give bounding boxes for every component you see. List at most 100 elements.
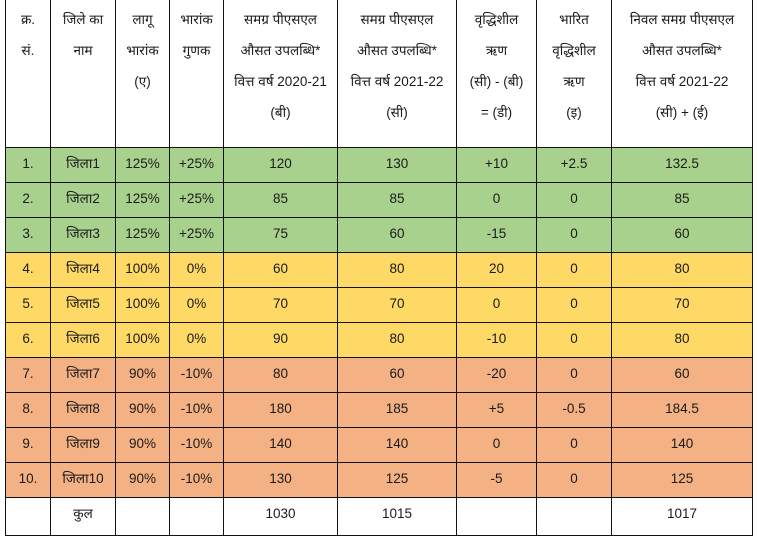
cell-e: +2.5 xyxy=(536,147,612,183)
cell-weight: 125% xyxy=(115,217,170,253)
cell-b: 90 xyxy=(223,322,338,358)
cell-serial: 2. xyxy=(5,182,51,218)
cell-serial: 5. xyxy=(5,287,51,323)
header-district-name: जिले का नाम xyxy=(50,0,116,148)
cell-district: जिला6 xyxy=(50,322,116,358)
table-row: 10. जिला10 90% -10% 130 125 -5 0 125 xyxy=(5,462,753,498)
cell-weight: 90% xyxy=(115,392,170,428)
table-row: 1. जिला1 125% +25% 120 130 +10 +2.5 132.… xyxy=(5,147,753,183)
cell-d: 0 xyxy=(456,427,537,463)
cell-d: -20 xyxy=(456,357,537,393)
cell-multiplier: -10% xyxy=(169,357,224,393)
cell-serial: 3. xyxy=(5,217,51,253)
table-row: 2. जिला2 125% +25% 85 85 0 0 85 xyxy=(5,182,753,218)
cell-district: जिला3 xyxy=(50,217,116,253)
header-net-psl-2021-22: निवल समग्र पीएसएल औसत उपलब्धि* वित्त वर्… xyxy=(611,0,753,148)
cell-c: 185 xyxy=(337,392,457,428)
table-row: 8. जिला8 90% -10% 180 185 +5 -0.5 184.5 xyxy=(5,392,753,428)
cell-net: 85 xyxy=(611,182,753,218)
total-serial xyxy=(5,497,51,536)
cell-serial: 4. xyxy=(5,252,51,288)
cell-d: -10 xyxy=(456,322,537,358)
cell-c: 60 xyxy=(337,357,457,393)
cell-multiplier: 0% xyxy=(169,252,224,288)
table-row: 5. जिला5 100% 0% 70 70 0 0 70 xyxy=(5,287,753,323)
cell-weight: 90% xyxy=(115,357,170,393)
cell-district: जिला7 xyxy=(50,357,116,393)
cell-district: जिला1 xyxy=(50,147,116,183)
cell-b: 120 xyxy=(223,147,338,183)
cell-net: 184.5 xyxy=(611,392,753,428)
total-net: 1017 xyxy=(611,497,753,536)
cell-multiplier: -10% xyxy=(169,462,224,498)
cell-serial: 6. xyxy=(5,322,51,358)
cell-e: 0 xyxy=(536,357,612,393)
cell-multiplier: 0% xyxy=(169,322,224,358)
cell-serial: 7. xyxy=(5,357,51,393)
cell-district: जिला9 xyxy=(50,427,116,463)
cell-c: 130 xyxy=(337,147,457,183)
cell-net: 125 xyxy=(611,462,753,498)
total-label: कुल xyxy=(50,497,116,536)
cell-multiplier: -10% xyxy=(169,427,224,463)
table-row: 9. जिला9 90% -10% 140 140 0 0 140 xyxy=(5,427,753,463)
cell-weight: 100% xyxy=(115,287,170,323)
table-row: 6. जिला6 100% 0% 90 80 -10 0 80 xyxy=(5,322,753,358)
total-e xyxy=(536,497,612,536)
cell-weight: 100% xyxy=(115,322,170,358)
cell-district: जिला5 xyxy=(50,287,116,323)
cell-serial: 8. xyxy=(5,392,51,428)
cell-weight: 90% xyxy=(115,427,170,463)
cell-d: 20 xyxy=(456,252,537,288)
header-weight-multiplier: भारांक गुणक xyxy=(169,0,224,148)
cell-e: -0.5 xyxy=(536,392,612,428)
cell-c: 80 xyxy=(337,252,457,288)
cell-weight: 100% xyxy=(115,252,170,288)
cell-net: 80 xyxy=(611,322,753,358)
cell-c: 125 xyxy=(337,462,457,498)
cell-c: 85 xyxy=(337,182,457,218)
total-weight xyxy=(115,497,170,536)
cell-multiplier: +25% xyxy=(169,217,224,253)
header-psl-2021-22: समग्र पीएसएल औसत उपलब्धि* वित्त वर्ष 202… xyxy=(337,0,457,148)
cell-b: 70 xyxy=(223,287,338,323)
total-b: 1030 xyxy=(223,497,338,536)
cell-weight: 125% xyxy=(115,182,170,218)
cell-net: 80 xyxy=(611,252,753,288)
cell-d: +10 xyxy=(456,147,537,183)
cell-multiplier: -10% xyxy=(169,392,224,428)
total-c: 1015 xyxy=(337,497,457,536)
cell-e: 0 xyxy=(536,427,612,463)
cell-district: जिला8 xyxy=(50,392,116,428)
header-serial-number: क्र. सं. xyxy=(5,0,51,148)
header-psl-2020-21: समग्र पीएसएल औसत उपलब्धि* वित्त वर्ष 202… xyxy=(223,0,338,148)
header-weighted-incremental-credit: भारित वृद्धिशील ऋण (इ) xyxy=(536,0,612,148)
cell-b: 85 xyxy=(223,182,338,218)
cell-district: जिला4 xyxy=(50,252,116,288)
cell-multiplier: 0% xyxy=(169,287,224,323)
header-row: क्र. सं. जिले का नाम लागू भारांक (ए) भार… xyxy=(5,0,753,148)
cell-net: 60 xyxy=(611,357,753,393)
cell-b: 140 xyxy=(223,427,338,463)
cell-district: जिला2 xyxy=(50,182,116,218)
cell-d: +5 xyxy=(456,392,537,428)
cell-e: 0 xyxy=(536,287,612,323)
table-row: 3. जिला3 125% +25% 75 60 -15 0 60 xyxy=(5,217,753,253)
cell-e: 0 xyxy=(536,252,612,288)
total-d xyxy=(456,497,537,536)
total-multiplier xyxy=(169,497,224,536)
cell-serial: 10. xyxy=(5,462,51,498)
psl-achievement-table: क्र. सं. जिले का नाम लागू भारांक (ए) भार… xyxy=(5,0,753,536)
cell-b: 60 xyxy=(223,252,338,288)
table-row: 7. जिला7 90% -10% 80 60 -20 0 60 xyxy=(5,357,753,393)
cell-weight: 90% xyxy=(115,462,170,498)
cell-e: 0 xyxy=(536,182,612,218)
cell-d: -15 xyxy=(456,217,537,253)
cell-net: 70 xyxy=(611,287,753,323)
cell-net: 140 xyxy=(611,427,753,463)
cell-c: 140 xyxy=(337,427,457,463)
cell-c: 60 xyxy=(337,217,457,253)
cell-e: 0 xyxy=(536,462,612,498)
cell-d: -5 xyxy=(456,462,537,498)
cell-b: 180 xyxy=(223,392,338,428)
